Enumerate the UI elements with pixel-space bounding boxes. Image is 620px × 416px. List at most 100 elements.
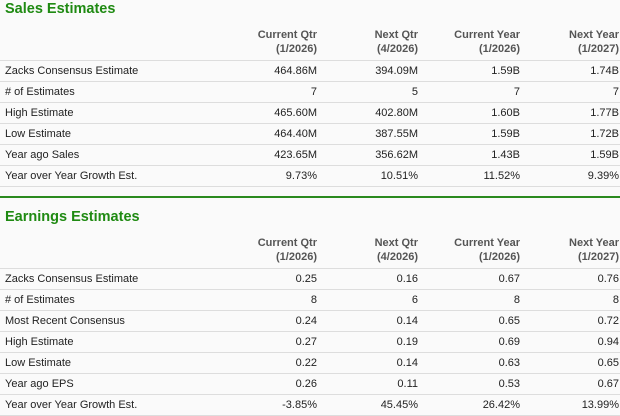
cell-value: 11.52% [419,165,521,187]
cell-value: 0.26 [220,373,318,395]
column-period: (1/2026) [479,43,520,55]
column-label: Current Year [454,237,520,249]
column-period: (4/2026) [377,251,418,263]
cell-value: 0.94 [521,331,620,353]
row-label: Most Recent Consensus [0,310,220,332]
header-blank [0,236,220,269]
column-period: (1/2026) [276,43,317,55]
table-row: Year ago EPS 0.26 0.11 0.53 0.67 [0,373,620,395]
header-row: Current Qtr (1/2026) Next Qtr (4/2026) Curre… [0,28,620,61]
cell-value: 8 [521,289,620,311]
table-row: Most Recent Consensus 0.24 0.14 0.65 0.72 [0,310,620,332]
cell-value: 0.22 [220,352,318,374]
cell-value: 0.14 [318,352,419,374]
column-label: Next Year [569,29,619,41]
column-header: Next Year (1/2027) [521,236,620,269]
table-row: Zacks Consensus Estimate 0.25 0.16 0.67 0.76 [0,268,620,290]
row-label: High Estimate [0,102,220,124]
cell-value: 0.65 [521,352,620,374]
cell-value: 8 [419,289,521,311]
column-header: Current Qtr (1/2026) [220,28,318,61]
table-row: Year over Year Growth Est. 9.73% 10.51% 11.… [0,165,620,187]
cell-value: 9.73% [220,165,318,187]
cell-value: 464.40M [220,123,318,145]
row-label: Year over Year Growth Est. [0,165,220,187]
table-row: Low Estimate 0.22 0.14 0.63 0.65 [0,352,620,374]
cell-value: 1.74B [521,60,620,82]
cell-value: 1.60B [419,102,521,124]
cell-value: 402.80M [318,102,419,124]
header-row: Current Qtr (1/2026) Next Qtr (4/2026) Curre… [0,236,620,269]
table-row: High Estimate 0.27 0.19 0.69 0.94 [0,331,620,353]
cell-value: 464.86M [220,60,318,82]
cell-value: 45.45% [318,394,419,416]
cell-value: 1.59B [419,60,521,82]
header-blank [0,28,220,61]
cell-value: 1.59B [521,144,620,166]
column-label: Next Qtr [374,237,418,249]
row-label: Year ago EPS [0,373,220,395]
earnings-estimates-title: Earnings Estimates [5,209,140,225]
cell-value: 423.65M [220,144,318,166]
cell-value: 0.69 [419,331,521,353]
table-row: High Estimate 465.60M 402.80M 1.60B 1.77B [0,102,620,124]
cell-value: 0.16 [318,268,419,290]
row-label: Year ago Sales [0,144,220,166]
cell-value: 1.59B [419,123,521,145]
column-period: (4/2026) [377,43,418,55]
cell-value: 6 [318,289,419,311]
column-header: Current Year (1/2026) [419,28,521,61]
cell-value: 0.67 [419,268,521,290]
cell-value: 0.27 [220,331,318,353]
sales-estimates-title: Sales Estimates [5,1,116,17]
column-header: Next Qtr (4/2026) [318,236,419,269]
cell-value: 7 [419,81,521,103]
cell-value: 0.19 [318,331,419,353]
cell-value: 394.09M [318,60,419,82]
row-label: High Estimate [0,331,220,353]
table-row: # of Estimates 7 5 7 7 [0,81,620,103]
cell-value: 0.14 [318,310,419,332]
row-label: # of Estimates [0,81,220,103]
cell-value: 0.67 [521,373,620,395]
column-label: Current Qtr [257,237,317,249]
cell-value: 13.99% [521,394,620,416]
cell-value: 5 [318,81,419,103]
row-label: Year over Year Growth Est. [0,394,220,416]
section-divider [0,196,620,198]
column-label: Next Qtr [374,29,418,41]
column-period: (1/2026) [479,251,520,263]
column-label: Next Year [569,237,619,249]
cell-value: 0.25 [220,268,318,290]
cell-value: 0.76 [521,268,620,290]
column-header: Next Qtr (4/2026) [318,28,419,61]
cell-value: 26.42% [419,394,521,416]
column-period: (1/2027) [578,43,619,55]
table-row: Zacks Consensus Estimate 464.86M 394.09M 1.… [0,60,620,82]
cell-value: 1.77B [521,102,620,124]
row-label: Low Estimate [0,123,220,145]
row-label: Zacks Consensus Estimate [0,60,220,82]
sales-estimates-table: Current Qtr (1/2026) Next Qtr (4/2026) Curre… [0,28,620,187]
column-label: Current Year [454,29,520,41]
cell-value: 1.43B [419,144,521,166]
cell-value: 0.72 [521,310,620,332]
cell-value: 7 [521,81,620,103]
cell-value: 7 [220,81,318,103]
cell-value: 0.24 [220,310,318,332]
cell-value: 1.72B [521,123,620,145]
row-label: Zacks Consensus Estimate [0,268,220,290]
cell-value: 0.63 [419,352,521,374]
cell-value: -3.85% [220,394,318,416]
table-row: Year over Year Growth Est. -3.85% 45.45% 26… [0,394,620,416]
cell-value: 465.60M [220,102,318,124]
cell-value: 8 [220,289,318,311]
cell-value: 9.39% [521,165,620,187]
earnings-estimates-table: Current Qtr (1/2026) Next Qtr (4/2026) Curre… [0,236,620,416]
column-period: (1/2027) [578,251,619,263]
row-label: # of Estimates [0,289,220,311]
table-row: # of Estimates 8 6 8 8 [0,289,620,311]
cell-value: 356.62M [318,144,419,166]
column-period: (1/2026) [276,251,317,263]
column-header: Current Year (1/2026) [419,236,521,269]
